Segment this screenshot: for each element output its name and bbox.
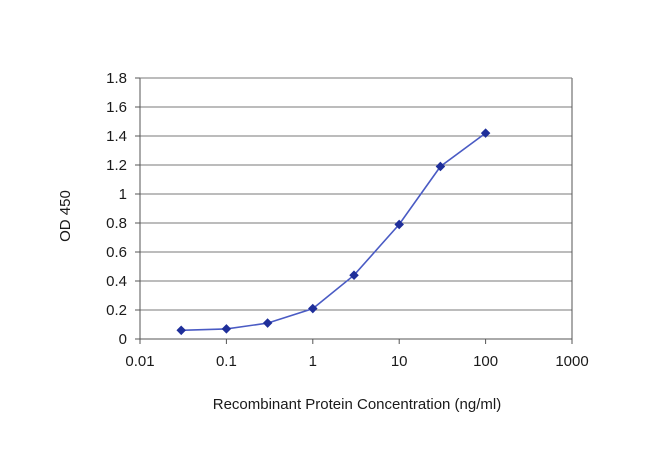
- x-tick-label: 0.1: [216, 353, 237, 370]
- y-tick-label: 1.8: [106, 70, 127, 87]
- y-tick-label: 0.4: [106, 273, 127, 290]
- y-tick-label: 0: [119, 331, 127, 348]
- series-line: [181, 132, 487, 332]
- data-point: [176, 325, 186, 336]
- y-tick-label: 1: [119, 186, 127, 203]
- tick-labels: 0 0.2 0.4 0.6 0.8 1 1.2 1.4 1.6 1.8 0.01 0.1 1 10 100 1…: [106, 70, 589, 370]
- x-tick-label: 1: [309, 353, 317, 370]
- y-tick-label: 0.6: [106, 244, 127, 261]
- data-point: [480, 128, 491, 138]
- x-axis-title: Recombinant Protein Concentration (ng/ml…: [213, 396, 501, 413]
- data-point: [435, 161, 446, 172]
- data-point: [221, 324, 232, 334]
- data-point: [349, 270, 359, 280]
- x-tick-label: 100: [473, 353, 498, 370]
- data-point: [308, 303, 318, 314]
- x-tick-label: 10: [391, 353, 408, 370]
- y-tick-label: 1.4: [106, 128, 127, 145]
- y-tick-label: 0.8: [106, 215, 127, 232]
- y-axis-title: OD 450: [57, 190, 74, 242]
- y-tick-label: 1.2: [106, 157, 127, 174]
- y-tick-label: 1.6: [106, 99, 127, 116]
- x-tick-label: 1000: [555, 353, 588, 370]
- data-series: [176, 128, 491, 336]
- x-tick-label: 0.01: [125, 353, 154, 370]
- data-point: [394, 219, 404, 230]
- y-tick-label: 0.2: [106, 302, 127, 319]
- data-point: [262, 318, 273, 328]
- axes: [135, 77, 573, 344]
